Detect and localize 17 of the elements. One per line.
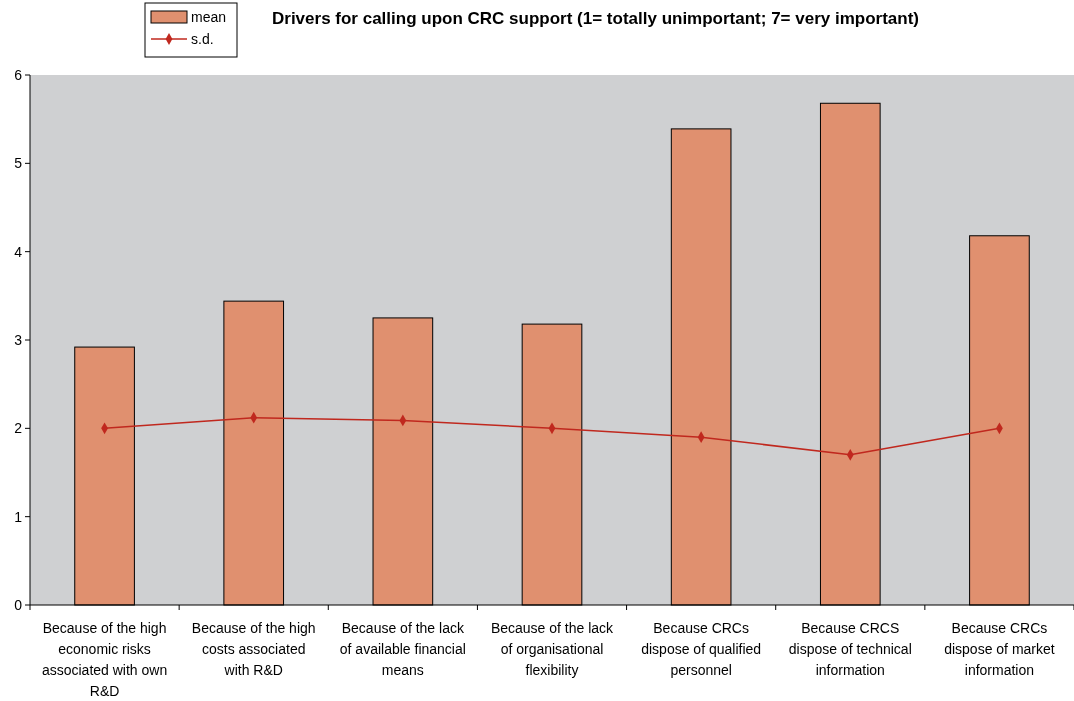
x-tick-label: Because CRCS dispose of technical information [788,620,912,678]
x-tick-label: Because of the lack of available financial means [339,620,466,678]
y-tick-label: 1 [14,508,23,525]
y-tick-label: 4 [14,243,23,260]
chart-title: Drivers for calling upon CRC support (1= totally unimportant; 7= very important) [272,9,920,28]
x-tick-label: Because of the high economic risks associated with own R&D [41,620,168,699]
x-tick-label: Because of the lack of organisational flexibility [490,620,615,678]
x-tick-label: Because of the high costs associated with R&D [191,620,316,678]
y-tick-label: 5 [14,155,23,172]
y-tick-label: 6 [14,66,23,83]
y-tick-label: 2 [14,420,23,437]
x-tick-label: Because CRCs dispose of market information [944,620,1055,678]
y-tick-label: 0 [14,596,23,613]
x-tick-label: Because CRCs dispose of qualified personnel [641,620,762,678]
legend-label: mean [191,8,227,25]
y-tick-label: 3 [14,331,23,348]
legend-label: s.d. [191,30,214,47]
